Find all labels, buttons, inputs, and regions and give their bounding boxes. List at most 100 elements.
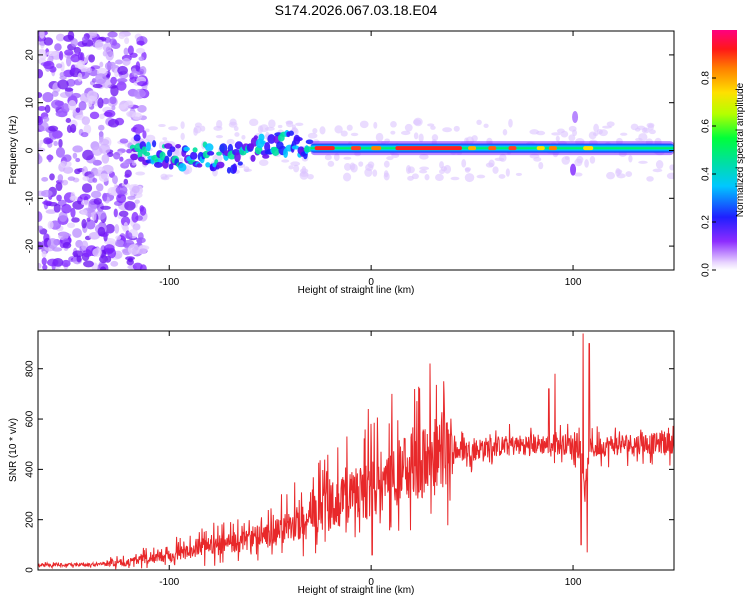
spectrogram-halo-blob <box>461 159 467 168</box>
spectrogram-signal-blob <box>207 151 215 156</box>
spectrogram-halo-blob <box>419 166 430 171</box>
spectrogram-noise-blob <box>45 209 57 214</box>
spectrogram-halo-blob <box>365 163 374 172</box>
spectrogram-noise-blob <box>131 211 139 223</box>
spectrogram-noise-blob <box>80 132 89 138</box>
spectrogram-halo-blob <box>508 118 513 128</box>
spectrogram-hot-segment <box>508 146 517 151</box>
spectrogram-halo-blob <box>576 156 584 164</box>
spectrogram-signal-blob <box>130 153 139 161</box>
snr-y-tick-label: 0 <box>25 567 36 573</box>
spectrogram-halo-blob <box>488 159 495 168</box>
spectrogram-noise-blob <box>82 36 89 44</box>
spectrogram-halo-blob <box>383 172 390 181</box>
spectrogram-signal-blob <box>293 136 303 142</box>
spectrogram-noise-blob <box>62 154 72 162</box>
spectrogram-halo-blob <box>502 129 508 136</box>
spectrogram-x-tick-label: 0 <box>368 277 374 288</box>
spectrogram-halo-blob <box>145 128 150 133</box>
spectrogram-halo-blob <box>652 168 663 173</box>
spectrogram-signal-blob <box>234 152 241 163</box>
spectrogram-halo-blob <box>638 160 648 164</box>
spectrogram-noise-blob <box>47 238 59 249</box>
spectrogram-burst <box>572 111 579 124</box>
spectrogram-halo-blob <box>400 130 411 136</box>
spectrogram-noise-blob <box>43 37 54 46</box>
spectrogram-halo-blob <box>291 124 297 130</box>
spectrogram-noise-blob <box>123 178 129 185</box>
spectrogram-noise-blob <box>86 219 96 230</box>
spectrogram-noise-blob <box>124 37 130 45</box>
spectrogram-signal-blob <box>262 154 270 159</box>
spectrogram-noise-blob <box>56 194 62 202</box>
spectrogram-halo-blob <box>419 153 429 160</box>
spectrogram-signal-blob <box>152 140 157 148</box>
spectrogram-noise-blob <box>55 63 63 69</box>
spectrogram-noise-blob <box>136 81 148 87</box>
spectrogram-noise-blob <box>51 99 63 109</box>
spectrogram-noise-blob <box>127 232 133 240</box>
spectrogram-signal-blob <box>164 155 170 164</box>
colorbar-tick-label: 0.2 <box>701 215 712 229</box>
spectrogram-noise-blob <box>122 57 131 66</box>
spectrogram-hot-segment <box>548 146 557 151</box>
snr-series-line <box>38 333 674 570</box>
spectrogram-halo-blob <box>407 166 415 174</box>
spectrogram-noise-blob <box>97 226 106 237</box>
spectrogram-halo-blob <box>646 122 655 128</box>
spectrogram-noise-blob <box>72 152 78 159</box>
spectrogram-halo-blob <box>258 159 269 166</box>
spectrogram-halo-blob <box>194 122 202 128</box>
spectrogram-noise-blob <box>123 101 134 108</box>
spectrogram-halo-blob <box>634 127 641 132</box>
spectrogram-noise-blob <box>115 185 128 195</box>
spectrogram-halo-blob <box>216 120 223 129</box>
spectrogram-halo-blob <box>476 174 486 179</box>
spectrogram-noise-blob <box>81 116 91 125</box>
spectrogram-halo-blob <box>334 125 343 134</box>
spectrogram-halo-blob <box>285 120 294 125</box>
spectrogram-noise-blob <box>53 140 58 147</box>
snr-plot-area <box>38 331 674 570</box>
spectrogram-halo-blob <box>498 174 506 179</box>
spectrogram-noise-blob <box>131 185 140 194</box>
spectrogram-signal-blob <box>258 133 265 142</box>
spectrogram-noise-blob <box>81 183 93 193</box>
spectrogram-halo-blob <box>628 154 633 163</box>
spectrogram-noise-blob <box>83 124 92 135</box>
spectrogram-halo-blob <box>215 134 223 139</box>
snr-frame <box>37 330 675 571</box>
spectrogram-halo-blob <box>538 161 544 170</box>
spectrogram-signal-blob <box>189 151 198 160</box>
spectrogram-noise-blob <box>123 47 129 56</box>
spectrogram-noise-blob <box>126 148 133 154</box>
spectrogram-halo-blob <box>312 128 318 134</box>
spectrogram-halo-blob <box>324 154 332 161</box>
spectrogram-noise-blob <box>42 91 54 103</box>
spectrogram-noise-blob <box>48 125 59 132</box>
spectrogram-noise-blob <box>110 260 119 267</box>
spectrogram-noise-blob <box>123 160 130 167</box>
spectrogram-noise-blob <box>104 62 113 71</box>
spectrogram-noise-blob <box>43 116 50 122</box>
spectrogram-noise-blob <box>62 242 72 249</box>
spectrogram-halo-blob <box>602 125 612 129</box>
spectrogram-noise-blob <box>98 173 110 182</box>
spectrogram-halo-blob <box>476 119 482 126</box>
spectrogram-noise-blob <box>46 50 58 57</box>
spectrogram-noise-blob <box>72 145 84 153</box>
spectrogram-noise-blob <box>59 160 72 168</box>
spectrogram-noise-blob <box>70 38 78 47</box>
spectrogram-noise-blob <box>77 72 83 82</box>
spectrogram-halo-blob <box>593 123 599 133</box>
spectrogram-noise-blob <box>38 154 43 165</box>
spectrogram-signal-blob <box>137 156 145 162</box>
colorbar-tick-label: 0.0 <box>701 263 712 277</box>
spectrogram-halo-blob <box>666 172 674 180</box>
spectrogram-signal-blob <box>267 134 276 144</box>
snr-y-tick-label: 200 <box>25 511 36 528</box>
spectrogram-halo-blob <box>288 165 294 170</box>
spectrogram-noise-blob <box>115 59 123 65</box>
spectrogram-noise-blob <box>82 176 90 181</box>
spectrogram-y-axis-label: Frequency (Hz) <box>8 116 19 185</box>
